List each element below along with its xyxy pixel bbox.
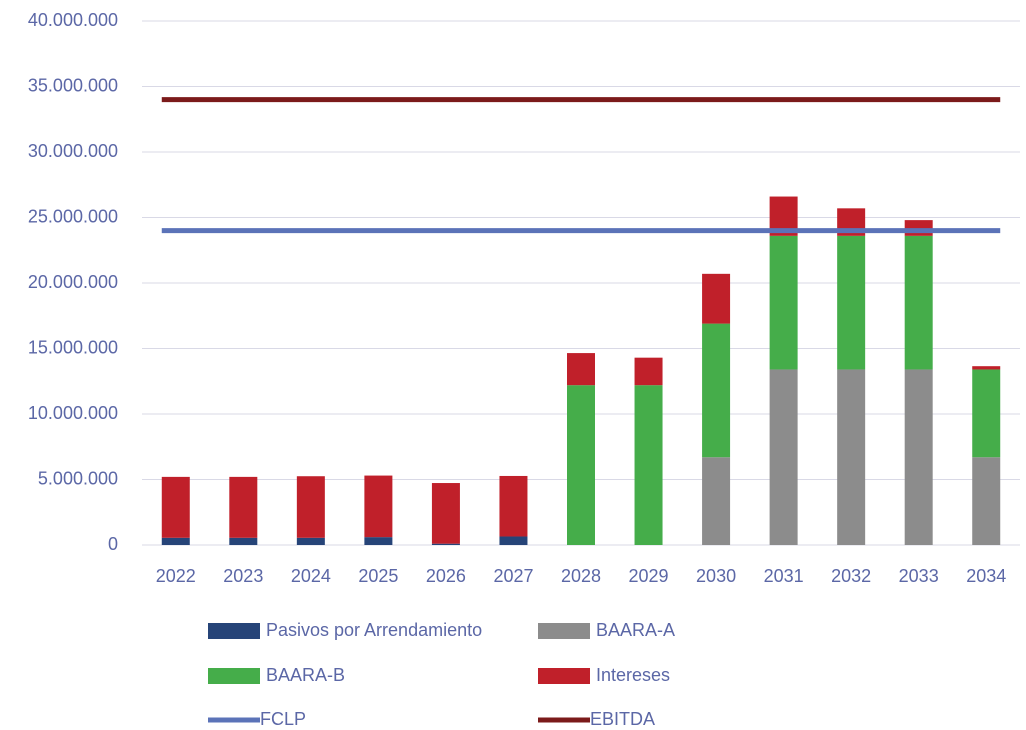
bar-segment	[702, 273, 731, 324]
bar-segment	[431, 543, 460, 545]
legend-swatch	[208, 668, 260, 684]
bar-segment	[364, 475, 393, 538]
x-tick-label: 2033	[899, 566, 939, 586]
bar-segment	[499, 475, 528, 537]
y-tick-label: 25.000.000	[28, 206, 118, 226]
bar-segment	[972, 369, 1001, 458]
bar-segment	[972, 366, 1001, 370]
x-tick-label: 2025	[358, 566, 398, 586]
legend-label: EBITDA	[590, 709, 655, 729]
bar-segment	[364, 537, 393, 545]
bar-segment	[904, 369, 933, 545]
y-tick-label: 5.000.000	[38, 468, 118, 488]
y-tick-label: 10.000.000	[28, 403, 118, 423]
bar-segment	[296, 537, 325, 545]
x-tick-label: 2026	[426, 566, 466, 586]
bar-segment	[499, 536, 528, 545]
x-tick-label: 2031	[764, 566, 804, 586]
bar-segment	[431, 483, 460, 544]
bar-segment	[161, 476, 190, 538]
x-tick-label: 2034	[966, 566, 1006, 586]
x-tick-label: 2029	[629, 566, 669, 586]
y-tick-label: 30.000.000	[28, 141, 118, 161]
bar-segment	[229, 476, 258, 538]
x-tick-label: 2024	[291, 566, 331, 586]
legend-swatch	[538, 668, 590, 684]
x-tick-label: 2028	[561, 566, 601, 586]
bar-segment	[972, 457, 1001, 545]
bar-segment	[229, 537, 258, 545]
bar-segment	[837, 235, 866, 370]
bar-segment	[567, 385, 595, 545]
legend-label: Intereses	[596, 665, 670, 685]
x-tick-label: 2027	[493, 566, 533, 586]
bar-segment	[567, 353, 595, 386]
legend-label: Pasivos por Arrendamiento	[266, 620, 482, 640]
legend-swatch	[208, 623, 260, 639]
legend-swatch	[538, 623, 590, 639]
bar-segment	[702, 323, 731, 458]
x-tick-label: 2032	[831, 566, 871, 586]
bar-segment	[769, 369, 798, 545]
bar-segment	[702, 457, 731, 545]
y-tick-label: 0	[108, 534, 118, 554]
y-tick-label: 20.000.000	[28, 272, 118, 292]
bar-segment	[904, 220, 933, 236]
bar-segment	[837, 369, 866, 545]
bar-segment	[161, 537, 190, 545]
bar-segment	[769, 235, 798, 370]
x-tick-label: 2022	[156, 566, 196, 586]
y-tick-label: 15.000.000	[28, 337, 118, 357]
legend-label: FCLP	[260, 709, 306, 729]
bar-segment	[634, 385, 663, 545]
x-tick-label: 2023	[223, 566, 263, 586]
y-tick-label: 40.000.000	[28, 10, 118, 30]
y-tick-label: 35.000.000	[28, 75, 118, 95]
legend-label: BAARA-A	[596, 620, 675, 640]
legend-label: BAARA-B	[266, 665, 345, 685]
x-tick-label: 2030	[696, 566, 736, 586]
bar-segment	[904, 235, 933, 370]
bar-segment	[634, 357, 663, 386]
bar-segment	[296, 476, 325, 538]
